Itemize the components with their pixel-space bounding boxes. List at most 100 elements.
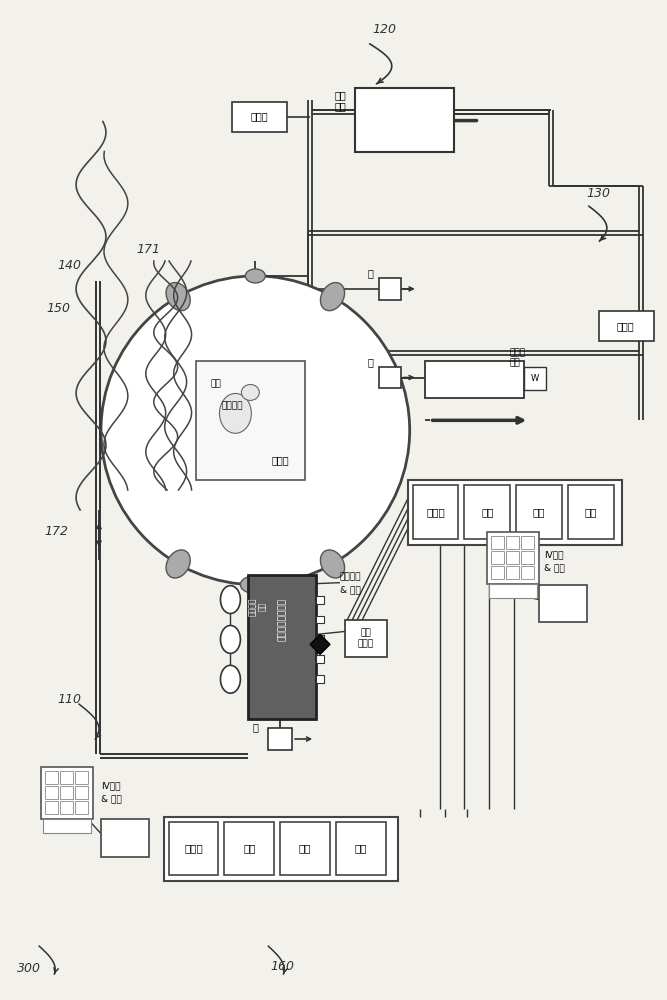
Bar [232, 102, 287, 132]
Bar [75, 801, 88, 814]
Bar [225, 822, 274, 875]
Bar [490, 584, 537, 598]
Ellipse shape [241, 384, 259, 400]
Bar [379, 278, 401, 300]
Text: 172: 172 [44, 525, 68, 538]
Text: 温度: 温度 [355, 844, 367, 854]
Text: 氧气
计量器: 氧气 计量器 [358, 629, 374, 648]
Bar [75, 771, 88, 784]
Text: 膜净化: 膜净化 [510, 348, 526, 357]
Text: & 药物: & 药物 [101, 794, 121, 803]
Bar [492, 566, 504, 579]
Ellipse shape [166, 550, 190, 578]
Ellipse shape [240, 576, 270, 594]
Ellipse shape [320, 550, 345, 578]
Bar [355, 88, 454, 152]
Bar [506, 566, 519, 579]
Bar [45, 801, 58, 814]
Bar [268, 728, 292, 750]
Ellipse shape [221, 625, 240, 653]
Bar [425, 361, 524, 398]
Text: 泵: 泵 [368, 358, 374, 368]
Bar [599, 311, 654, 341]
Bar [379, 367, 401, 388]
Bar [280, 822, 330, 875]
Text: 人造羊水: 人造羊水 [221, 401, 243, 410]
Text: 流量: 流量 [533, 507, 546, 517]
Bar [492, 536, 504, 549]
Bar [195, 361, 305, 480]
Bar [248, 575, 316, 719]
Text: 流量: 流量 [299, 844, 311, 854]
Text: IV流体: IV流体 [544, 550, 564, 559]
Bar [316, 635, 324, 643]
Text: 元件: 元件 [334, 102, 346, 112]
Text: 人造胎盘循环设备: 人造胎盘循环设备 [277, 598, 287, 641]
Bar [316, 596, 324, 604]
Text: 温度: 温度 [585, 507, 597, 517]
Text: & 脂质: & 脂质 [340, 585, 361, 594]
Text: 150: 150 [46, 302, 70, 315]
Bar [521, 566, 534, 579]
Bar [568, 485, 614, 539]
Bar [506, 536, 519, 549]
Text: 160: 160 [270, 960, 294, 973]
Bar [316, 616, 324, 623]
Bar [539, 585, 587, 622]
Bar [506, 551, 519, 564]
Bar [316, 655, 324, 663]
Text: 130: 130 [587, 187, 611, 200]
Ellipse shape [101, 276, 410, 585]
Bar [316, 675, 324, 683]
Text: 加热: 加热 [334, 90, 346, 100]
Text: 脐带: 脐带 [210, 379, 221, 388]
Bar [45, 771, 58, 784]
Text: 140: 140 [57, 259, 81, 272]
Text: W: W [531, 374, 540, 383]
Bar [75, 786, 88, 799]
Bar [492, 551, 504, 564]
Bar [41, 767, 93, 819]
Text: 泵: 泵 [368, 268, 374, 278]
Bar [464, 485, 510, 539]
Text: 300: 300 [17, 962, 41, 975]
Ellipse shape [221, 665, 240, 693]
Text: 171: 171 [137, 243, 161, 256]
Text: 监视器: 监视器 [184, 844, 203, 854]
Text: & 药物: & 药物 [544, 563, 565, 572]
Text: 传感器: 传感器 [251, 112, 268, 122]
Text: 110: 110 [57, 693, 81, 706]
Bar [521, 551, 534, 564]
Bar [408, 480, 622, 545]
Text: 压力: 压力 [481, 507, 494, 517]
Text: 样品端口: 样品端口 [340, 572, 362, 581]
Bar [101, 819, 149, 857]
Bar [60, 771, 73, 784]
Bar [336, 822, 386, 875]
Polygon shape [310, 634, 330, 654]
Bar [413, 485, 458, 539]
Bar [488, 532, 539, 584]
Ellipse shape [166, 283, 190, 311]
Bar [169, 822, 219, 875]
Text: IV流体: IV流体 [101, 781, 121, 790]
Text: 无菌水: 无菌水 [271, 455, 289, 465]
Bar [60, 801, 73, 814]
Text: 系统: 系统 [510, 358, 520, 367]
Text: 监视器: 监视器 [426, 507, 445, 517]
Bar [60, 786, 73, 799]
Text: 胎儿循环
设备: 胎儿循环 设备 [247, 597, 267, 616]
Bar [345, 620, 387, 657]
Ellipse shape [245, 269, 265, 283]
Ellipse shape [219, 393, 251, 433]
Text: 压力: 压力 [243, 844, 255, 854]
Bar [45, 786, 58, 799]
Ellipse shape [221, 586, 240, 614]
Text: 泵: 泵 [252, 722, 258, 732]
Text: 120: 120 [373, 23, 397, 36]
Bar [524, 367, 546, 390]
Text: 传感器: 传感器 [617, 321, 634, 331]
Bar [516, 485, 562, 539]
Ellipse shape [320, 283, 345, 311]
Bar [43, 819, 91, 833]
